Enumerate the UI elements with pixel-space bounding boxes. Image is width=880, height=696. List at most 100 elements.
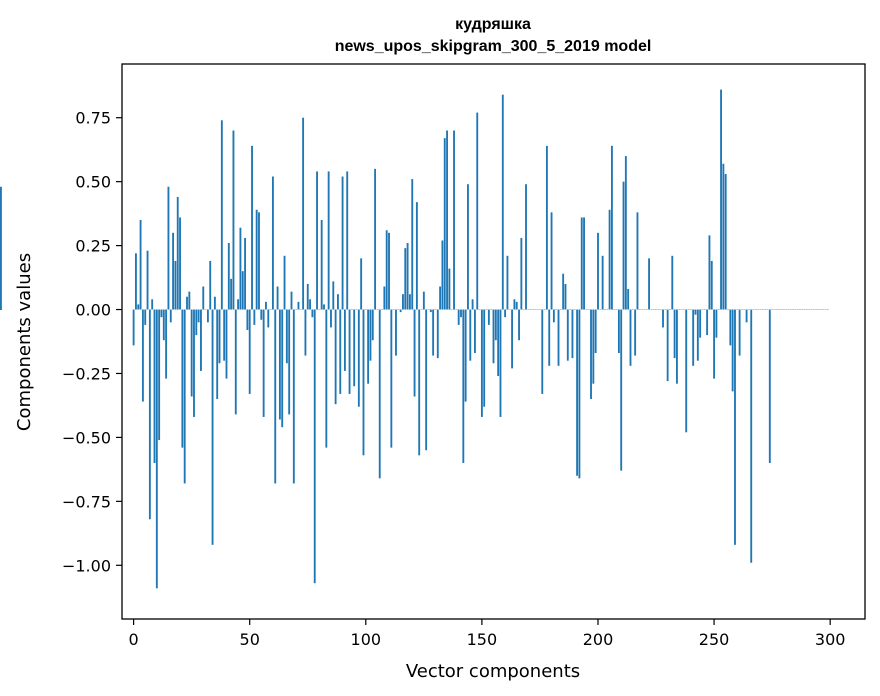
y-tick-label: −0.25 [62, 364, 111, 383]
bar [566, 309, 569, 361]
bar [353, 309, 356, 387]
bar [425, 309, 428, 451]
bar [251, 145, 253, 310]
bar [592, 309, 595, 384]
bar [258, 212, 260, 310]
bar [469, 309, 472, 361]
bar [706, 309, 709, 336]
bar [371, 309, 374, 341]
bar [165, 309, 168, 379]
bar [418, 309, 421, 456]
bar [745, 309, 748, 323]
bar [487, 309, 490, 325]
bar [696, 309, 699, 361]
bar [285, 309, 288, 364]
bar [360, 258, 363, 310]
bar [327, 171, 330, 310]
bar [518, 309, 520, 341]
bar [576, 309, 579, 476]
bar [223, 309, 226, 361]
bar [183, 309, 186, 484]
x-tick-label: 250 [699, 630, 730, 649]
bar [197, 309, 200, 323]
bar [504, 309, 507, 318]
bar [734, 309, 736, 545]
bar [708, 235, 711, 310]
bar [685, 309, 688, 433]
bar [139, 220, 142, 310]
bar [578, 309, 581, 479]
bar [332, 281, 335, 310]
bar [492, 309, 495, 364]
bar [471, 299, 474, 310]
bar [617, 309, 620, 354]
chart-title: кудряшка [455, 16, 531, 33]
bar [694, 309, 697, 315]
bar [367, 309, 370, 384]
bar [267, 309, 270, 328]
bar [429, 309, 432, 313]
bar [750, 309, 753, 563]
bar [676, 309, 678, 384]
y-tick-label: −0.50 [62, 428, 111, 447]
bar [186, 296, 188, 310]
bar [513, 299, 516, 310]
bar [699, 309, 702, 338]
bar [334, 309, 337, 405]
bar [413, 309, 416, 397]
bar [265, 301, 267, 310]
bar [462, 309, 465, 463]
bar [692, 309, 695, 366]
bar [511, 309, 514, 369]
bar [564, 283, 567, 310]
bar [476, 112, 479, 310]
bar [302, 117, 305, 310]
bar [422, 291, 425, 310]
bar [306, 283, 309, 310]
bar [541, 309, 544, 394]
x-tick-label: 100 [351, 630, 382, 649]
bar [597, 232, 599, 310]
bar [402, 294, 404, 310]
bar [441, 240, 444, 310]
bar [601, 255, 604, 310]
bar [608, 209, 611, 310]
bar [580, 217, 583, 310]
bar [290, 291, 293, 310]
bar [162, 309, 165, 341]
bar [274, 309, 277, 484]
bar [648, 258, 650, 310]
bar [483, 309, 486, 407]
bar [155, 309, 158, 589]
plot-frame [121, 63, 866, 620]
bar [724, 173, 727, 310]
bar [195, 309, 198, 336]
bar [330, 309, 332, 328]
bar [408, 294, 411, 310]
chart-subtitle: news_upos_skipgram_300_5_2019 model [335, 38, 652, 55]
bar [624, 156, 627, 310]
bar [415, 202, 418, 310]
bar [467, 184, 469, 310]
bar [169, 309, 172, 323]
bar [545, 145, 548, 310]
bar [388, 232, 390, 310]
y-axis-label: Components values [14, 253, 35, 431]
bar [374, 168, 377, 310]
bar [211, 309, 214, 545]
x-tick-label: 200 [583, 630, 614, 649]
bars-group [0, 89, 829, 589]
bar [369, 309, 372, 361]
bar [738, 309, 741, 356]
bar [341, 176, 344, 310]
bar [216, 309, 219, 400]
bar [627, 289, 630, 310]
bar [137, 304, 140, 310]
bar [610, 145, 613, 310]
bar [172, 232, 175, 310]
bar [590, 309, 592, 400]
bar [562, 273, 565, 310]
bar [239, 227, 242, 310]
x-axis-label: Vector components [406, 661, 580, 682]
bar [297, 301, 300, 310]
